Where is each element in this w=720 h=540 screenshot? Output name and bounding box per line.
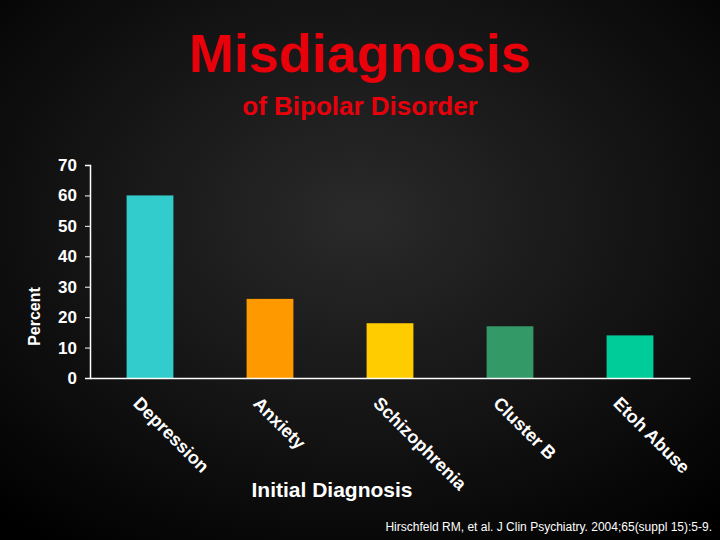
y-tick-mark (85, 165, 90, 166)
bar (367, 323, 414, 378)
y-tick: 40 (58, 247, 90, 266)
x-tick: Cluster B (489, 378, 560, 464)
background (0, 0, 720, 540)
chart-svg: Misdiagnosis of Bipolar Disorder 0 10 20 30 40… (0, 0, 720, 540)
y-tick-mark (85, 195, 90, 196)
y-tick-label: 50 (58, 217, 77, 236)
y-axis: 0 10 20 30 40 50 60 70 (58, 156, 90, 388)
y-tick: 50 (58, 217, 90, 236)
y-tick-label: 60 (58, 186, 77, 205)
y-tick-label: 0 (68, 369, 77, 388)
y-tick: 20 (58, 308, 90, 327)
bars (127, 195, 654, 378)
y-tick-mark (85, 256, 90, 257)
y-tick: 30 (58, 278, 90, 297)
x-tick-label: Cluster B (489, 393, 560, 464)
y-tick: 60 (58, 186, 90, 205)
y-axis-line (85, 166, 91, 379)
subtitle: of Bipolar Disorder (242, 91, 477, 121)
plot: 010203040506070DepressionAnxietySchizoph… (58, 156, 694, 495)
y-tick-mark (85, 287, 90, 288)
bar (127, 195, 174, 378)
y-tick-label: 10 (58, 339, 77, 358)
y-tick-mark (85, 226, 90, 227)
y-tick: 10 (58, 339, 90, 358)
y-tick-label: 30 (58, 278, 77, 297)
bar (607, 335, 654, 378)
source: Hirschfeld RM, et al. J Clin Psychiatry.… (385, 520, 712, 534)
x-tick-label: Anxiety (249, 393, 309, 453)
x-tick-label: Etoh Abuse (609, 393, 693, 477)
x-tick: Etoh Abuse (609, 378, 693, 478)
y-tick: 70 (58, 156, 90, 175)
x-tick-label: Depression (129, 393, 212, 476)
y-tick-label: 40 (58, 247, 77, 266)
y-tick-mark (85, 378, 90, 379)
bar (487, 326, 534, 378)
y-tick-label: 70 (58, 156, 77, 175)
y-tick-label: 20 (58, 308, 77, 327)
title: Misdiagnosis (189, 23, 531, 83)
y-tick-mark (85, 348, 90, 349)
x-tick: Depression (129, 378, 212, 477)
y-tick-mark (85, 317, 90, 318)
x-axis-title: Initial Diagnosis (251, 478, 412, 501)
x-tick: Anxiety (249, 378, 309, 453)
y-axis-title: Percent (26, 286, 43, 345)
x-axis-line (91, 378, 691, 380)
y-tick: 0 (68, 369, 90, 388)
bar (247, 299, 294, 378)
